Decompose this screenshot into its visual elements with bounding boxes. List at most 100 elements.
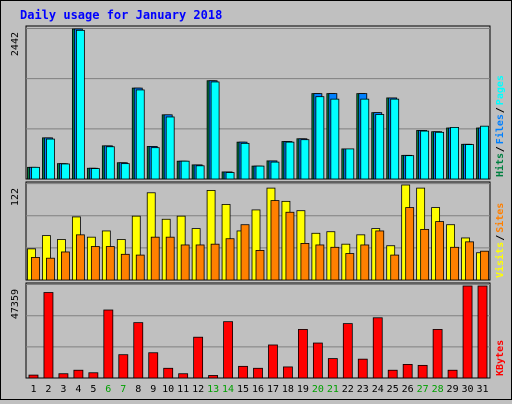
- bar-sites-day-15: [240, 224, 250, 281]
- bar-kbytes-day-15: [238, 365, 248, 379]
- bar-sites-day-1: [31, 257, 40, 281]
- bar-kbytes-day-18: [283, 366, 293, 379]
- bar-sites-day-28: [435, 221, 445, 281]
- bar-sites-day-22: [345, 253, 355, 281]
- legend-sites: Sites: [494, 203, 506, 233]
- bar-kbytes-day-6: [103, 309, 114, 379]
- bar-sites-day-6: [105, 246, 115, 281]
- bar-pages-day-17: [270, 161, 280, 180]
- bar-sites-day-13: [210, 243, 220, 281]
- x-tick-label: 25: [387, 384, 399, 395]
- bar-pages-day-27: [420, 130, 430, 180]
- bar-kbytes-day-28: [432, 329, 443, 379]
- bar-kbytes-day-23: [357, 358, 368, 379]
- x-tick-label: 5: [90, 384, 96, 395]
- x-tick-label: 19: [297, 384, 309, 395]
- bar-sites-day-27: [420, 228, 430, 281]
- panel-kbytes-max-label: 47359: [10, 289, 21, 319]
- bar-sites-day-18: [285, 211, 295, 281]
- bar-pages-day-3: [61, 163, 70, 180]
- bar-sites-day-19: [300, 243, 310, 281]
- x-tick-label: 15: [237, 384, 249, 395]
- x-tick-label: 4: [75, 384, 81, 395]
- x-tick-label: 27: [417, 384, 429, 395]
- bar-pages-day-7: [120, 163, 130, 180]
- panel-kbytes-frame: [25, 282, 491, 379]
- bar-kbytes-day-24: [372, 317, 383, 379]
- bar-pages-day-21: [330, 98, 340, 180]
- bar-sites-day-24: [375, 230, 385, 281]
- x-tick-label: 8: [135, 384, 141, 395]
- x-tick-label: 26: [402, 384, 414, 395]
- bar-sites-day-23: [360, 244, 370, 281]
- x-tick-label: 3: [60, 384, 66, 395]
- bar-sites-day-31: [480, 250, 489, 281]
- bar-pages-day-5: [90, 168, 100, 180]
- x-tick-label: 10: [162, 384, 174, 395]
- bar-sites-day-29: [450, 246, 459, 281]
- panel-hits-files-pages-max-label: 2442: [10, 32, 21, 56]
- x-tick-label: 28: [432, 384, 444, 395]
- x-tick-label: 17: [267, 384, 279, 395]
- bar-pages-day-15: [240, 142, 250, 180]
- bar-kbytes-day-16: [253, 367, 263, 379]
- bar-pages-day-20: [315, 96, 325, 180]
- x-tick-label: 13: [207, 384, 219, 395]
- x-tick-label: 21: [327, 384, 339, 395]
- bar-pages-day-1: [31, 166, 40, 180]
- x-tick-label: 2: [45, 384, 51, 395]
- bar-pages-day-31: [480, 125, 489, 180]
- x-tick-label: 31: [476, 384, 488, 395]
- x-tick-label: 12: [192, 384, 204, 395]
- panel-visits-sites-max-label: 122: [10, 188, 21, 206]
- bar-sites-day-21: [330, 246, 340, 281]
- bar-kbytes-day-10: [163, 367, 174, 379]
- bar-pages-day-12: [195, 165, 205, 180]
- bar-pages-day-22: [345, 148, 355, 180]
- x-tick-label: 11: [177, 384, 189, 395]
- bar-pages-day-24: [375, 114, 385, 180]
- x-tick-label: 22: [342, 384, 354, 395]
- x-tick-label: 24: [372, 384, 384, 395]
- x-tick-label: 9: [150, 384, 156, 395]
- bar-pages-day-19: [300, 139, 310, 180]
- bar-kbytes-day-8: [133, 322, 144, 379]
- bar-kbytes-day-31: [477, 285, 488, 379]
- x-tick-label: 29: [447, 384, 459, 395]
- bar-kbytes-day-14: [223, 321, 233, 379]
- x-tick-label: 14: [222, 384, 234, 395]
- bar-sites-day-14: [225, 238, 235, 281]
- bar-pages-day-13: [210, 81, 220, 180]
- legend-separator: /: [495, 107, 506, 113]
- bar-pages-day-6: [105, 146, 115, 180]
- legend-files: Files: [494, 114, 506, 144]
- bar-pages-day-4: [75, 29, 85, 180]
- bar-pages-day-11: [180, 160, 190, 180]
- legend-separator: /: [495, 146, 506, 152]
- legend-hits: Hits: [494, 153, 506, 177]
- bar-sites-day-20: [315, 244, 325, 281]
- bar-sites-day-5: [90, 246, 100, 281]
- bar-sites-day-10: [165, 236, 175, 281]
- bar-sites-day-7: [120, 253, 130, 281]
- bar-kbytes-day-4: [73, 369, 84, 379]
- x-tick-label: 7: [120, 384, 126, 395]
- bar-pages-day-28: [435, 131, 445, 180]
- bar-kbytes-day-3: [58, 373, 69, 379]
- bar-kbytes-day-7: [118, 354, 129, 379]
- bar-sites-day-2: [46, 257, 55, 281]
- bar-pages-day-25: [390, 98, 400, 180]
- bar-kbytes-day-20: [312, 342, 323, 379]
- bar-sites-day-17: [270, 200, 280, 281]
- x-tick-label: 20: [312, 384, 324, 395]
- bar-kbytes-day-5: [88, 372, 99, 379]
- x-tick-label: 18: [282, 384, 294, 395]
- bar-pages-day-9: [150, 147, 160, 180]
- bar-sites-day-26: [405, 207, 415, 281]
- bar-kbytes-day-11: [178, 373, 189, 379]
- bar-kbytes-day-27: [417, 364, 428, 379]
- bar-kbytes-day-25: [387, 369, 398, 379]
- bar-pages-day-10: [165, 116, 175, 180]
